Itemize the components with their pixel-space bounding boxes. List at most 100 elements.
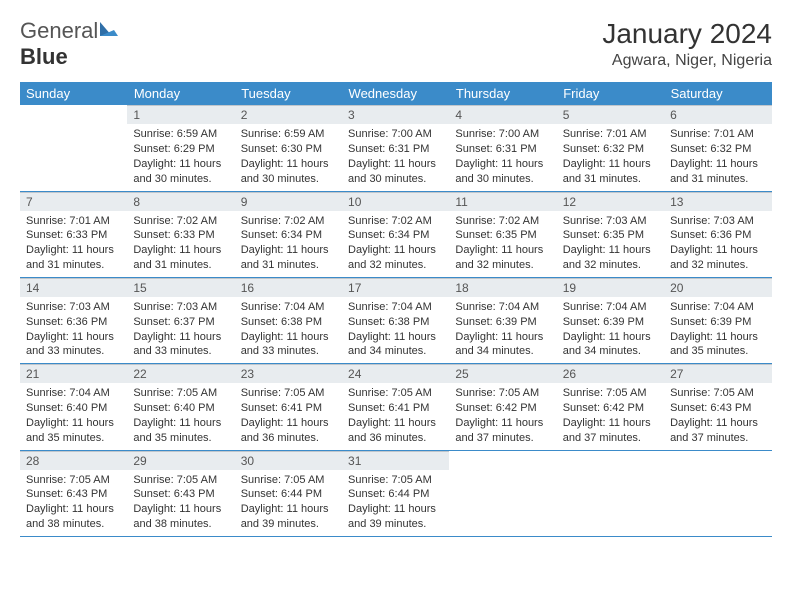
- sunrise-line: Sunrise: 7:04 AM: [26, 386, 121, 401]
- calendar-day: 31Sunrise: 7:05 AMSunset: 6:44 PMDayligh…: [342, 450, 449, 536]
- day-body: Sunrise: 7:03 AMSunset: 6:36 PMDaylight:…: [664, 211, 771, 277]
- calendar-day: 14 Sunrise: 7:03 AMSunset: 6:36 PMDayligh…: [20, 277, 127, 363]
- calendar-body: 1Sunrise: 6:59 AMSunset: 6:29 PMDaylight…: [20, 105, 772, 537]
- daylight-line: Daylight: 11 hours and 34 minutes.: [455, 330, 550, 360]
- calendar-day: 10Sunrise: 7:02 AMSunset: 6:34 PMDayligh…: [342, 191, 449, 277]
- day-number: 12: [557, 192, 664, 211]
- location: Agwara, Niger, Nigeria: [602, 52, 772, 70]
- day-body: Sunrise: 7:04 AMSunset: 6:39 PMDaylight:…: [449, 297, 556, 363]
- daylight-line: Daylight: 11 hours and 37 minutes.: [670, 416, 765, 446]
- sunrise-line: Sunrise: 6:59 AM: [133, 127, 228, 142]
- calendar-day: 18Sunrise: 7:04 AMSunset: 6:39 PMDayligh…: [449, 277, 556, 363]
- sunset-line: Sunset: 6:39 PM: [563, 315, 658, 330]
- sunset-line: Sunset: 6:41 PM: [348, 401, 443, 416]
- month-title: January 2024: [602, 18, 772, 50]
- day-body: Sunrise: 7:05 AMSunset: 6:43 PMDaylight:…: [20, 470, 127, 536]
- sunrise-line: Sunrise: 7:04 AM: [241, 300, 336, 315]
- sunset-line: Sunset: 6:39 PM: [670, 315, 765, 330]
- calendar-day: 30Sunrise: 7:05 AMSunset: 6:44 PMDayligh…: [235, 450, 342, 536]
- weekday-header: Tuesday: [235, 82, 342, 105]
- day-body: Sunrise: 7:05 AMSunset: 6:44 PMDaylight:…: [342, 470, 449, 536]
- calendar-day: 25Sunrise: 7:05 AMSunset: 6:42 PMDayligh…: [449, 364, 556, 450]
- day-body: Sunrise: 7:04 AMSunset: 6:40 PMDaylight:…: [20, 383, 127, 449]
- daylight-line: Daylight: 11 hours and 36 minutes.: [241, 416, 336, 446]
- sunrise-line: Sunrise: 7:05 AM: [241, 473, 336, 488]
- sunrise-line: Sunrise: 7:01 AM: [563, 127, 658, 142]
- day-body: Sunrise: 7:02 AMSunset: 6:34 PMDaylight:…: [342, 211, 449, 277]
- weekday-header: Thursday: [449, 82, 556, 105]
- day-number: 11: [449, 192, 556, 211]
- calendar-day: 24Sunrise: 7:05 AMSunset: 6:41 PMDayligh…: [342, 364, 449, 450]
- daylight-line: Daylight: 11 hours and 30 minutes.: [241, 157, 336, 187]
- sunset-line: Sunset: 6:37 PM: [133, 315, 228, 330]
- calendar-day: 22Sunrise: 7:05 AMSunset: 6:40 PMDayligh…: [127, 364, 234, 450]
- day-number: 18: [449, 278, 556, 297]
- day-number: 24: [342, 364, 449, 383]
- page-container: General Blue January 2024 Agwara, Niger,…: [0, 0, 792, 555]
- calendar-head: SundayMondayTuesdayWednesdayThursdayFrid…: [20, 82, 772, 105]
- day-body: Sunrise: 7:01 AMSunset: 6:33 PMDaylight:…: [20, 211, 127, 277]
- sunset-line: Sunset: 6:38 PM: [241, 315, 336, 330]
- daylight-line: Daylight: 11 hours and 31 minutes.: [563, 157, 658, 187]
- calendar-day: 21Sunrise: 7:04 AMSunset: 6:40 PMDayligh…: [20, 364, 127, 450]
- sunset-line: Sunset: 6:34 PM: [348, 228, 443, 243]
- daylight-line: Daylight: 11 hours and 33 minutes.: [133, 330, 228, 360]
- day-body: Sunrise: 7:03 AMSunset: 6:37 PMDaylight:…: [127, 297, 234, 363]
- weekday-header: Sunday: [20, 82, 127, 105]
- sunrise-line: Sunrise: 7:05 AM: [670, 386, 765, 401]
- sunset-line: Sunset: 6:43 PM: [670, 401, 765, 416]
- sunset-line: Sunset: 6:36 PM: [26, 315, 121, 330]
- day-number: 23: [235, 364, 342, 383]
- daylight-line: Daylight: 11 hours and 37 minutes.: [563, 416, 658, 446]
- calendar-day-empty: [557, 450, 664, 536]
- sunrise-line: Sunrise: 7:02 AM: [348, 214, 443, 229]
- weekday-row: SundayMondayTuesdayWednesdayThursdayFrid…: [20, 82, 772, 105]
- calendar-day: 11Sunrise: 7:02 AMSunset: 6:35 PMDayligh…: [449, 191, 556, 277]
- calendar-day: 7Sunrise: 7:01 AMSunset: 6:33 PMDaylight…: [20, 191, 127, 277]
- sunrise-line: Sunrise: 7:04 AM: [670, 300, 765, 315]
- sunset-line: Sunset: 6:44 PM: [348, 487, 443, 502]
- calendar-day: 2Sunrise: 6:59 AMSunset: 6:30 PMDaylight…: [235, 105, 342, 191]
- calendar-day: 3Sunrise: 7:00 AMSunset: 6:31 PMDaylight…: [342, 105, 449, 191]
- day-body: Sunrise: 7:01 AMSunset: 6:32 PMDaylight:…: [557, 124, 664, 190]
- sunrise-line: Sunrise: 7:05 AM: [26, 473, 121, 488]
- sunset-line: Sunset: 6:41 PM: [241, 401, 336, 416]
- calendar-row: 1Sunrise: 6:59 AMSunset: 6:29 PMDaylight…: [20, 105, 772, 191]
- logo-text-general: General: [20, 18, 98, 43]
- daylight-line: Daylight: 11 hours and 30 minutes.: [348, 157, 443, 187]
- day-body: Sunrise: 7:03 AMSunset: 6:35 PMDaylight:…: [557, 211, 664, 277]
- day-body: Sunrise: 7:01 AMSunset: 6:32 PMDaylight:…: [664, 124, 771, 190]
- daylight-line: Daylight: 11 hours and 31 minutes.: [26, 243, 121, 273]
- daylight-line: Daylight: 11 hours and 33 minutes.: [26, 330, 121, 360]
- calendar-day: 17Sunrise: 7:04 AMSunset: 6:38 PMDayligh…: [342, 277, 449, 363]
- day-number: 10: [342, 192, 449, 211]
- weekday-header: Monday: [127, 82, 234, 105]
- sunrise-line: Sunrise: 6:59 AM: [241, 127, 336, 142]
- day-body: Sunrise: 7:04 AMSunset: 6:39 PMDaylight:…: [557, 297, 664, 363]
- sunset-line: Sunset: 6:39 PM: [455, 315, 550, 330]
- sunrise-line: Sunrise: 7:00 AM: [348, 127, 443, 142]
- sunset-line: Sunset: 6:33 PM: [26, 228, 121, 243]
- daylight-line: Daylight: 11 hours and 30 minutes.: [455, 157, 550, 187]
- day-number: 7: [20, 192, 127, 211]
- day-number: 14: [20, 278, 127, 297]
- sunset-line: Sunset: 6:43 PM: [133, 487, 228, 502]
- day-body: Sunrise: 7:04 AMSunset: 6:38 PMDaylight:…: [342, 297, 449, 363]
- day-number: 31: [342, 451, 449, 470]
- sunset-line: Sunset: 6:34 PM: [241, 228, 336, 243]
- sunset-line: Sunset: 6:32 PM: [563, 142, 658, 157]
- day-body: Sunrise: 7:05 AMSunset: 6:43 PMDaylight:…: [127, 470, 234, 536]
- logo: General Blue: [20, 18, 120, 70]
- day-body: Sunrise: 6:59 AMSunset: 6:30 PMDaylight:…: [235, 124, 342, 190]
- sunrise-line: Sunrise: 7:03 AM: [670, 214, 765, 229]
- daylight-line: Daylight: 11 hours and 37 minutes.: [455, 416, 550, 446]
- sunset-line: Sunset: 6:30 PM: [241, 142, 336, 157]
- sunset-line: Sunset: 6:33 PM: [133, 228, 228, 243]
- day-number: 16: [235, 278, 342, 297]
- sunset-line: Sunset: 6:36 PM: [670, 228, 765, 243]
- calendar-table: SundayMondayTuesdayWednesdayThursdayFrid…: [20, 82, 772, 537]
- day-body: Sunrise: 7:05 AMSunset: 6:42 PMDaylight:…: [557, 383, 664, 449]
- sunrise-line: Sunrise: 7:03 AM: [26, 300, 121, 315]
- daylight-line: Daylight: 11 hours and 31 minutes.: [133, 243, 228, 273]
- daylight-line: Daylight: 11 hours and 32 minutes.: [563, 243, 658, 273]
